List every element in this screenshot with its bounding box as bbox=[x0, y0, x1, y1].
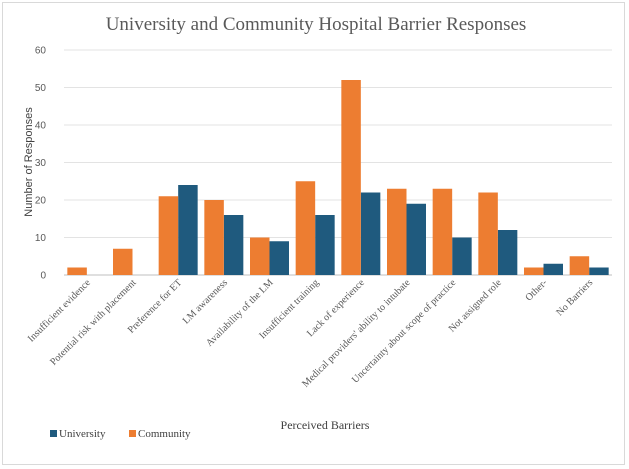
y-axis-ticks: 0 10 20 30 40 50 60 bbox=[35, 46, 47, 282]
legend-label: University bbox=[59, 428, 106, 440]
category-label: No Barriers bbox=[554, 277, 595, 318]
bar-university bbox=[406, 203, 426, 275]
bar-community bbox=[250, 237, 270, 275]
bar-community bbox=[113, 248, 133, 275]
bar-community bbox=[341, 80, 361, 275]
bar-university bbox=[497, 230, 518, 275]
y-tick-label: 0 bbox=[40, 271, 46, 282]
category-label: Potential risk with placement bbox=[48, 277, 139, 368]
y-tick-label: 30 bbox=[35, 158, 47, 169]
bar-community bbox=[158, 196, 179, 275]
category-label: LM awareness bbox=[181, 277, 230, 326]
bar-university bbox=[223, 215, 244, 275]
bar-university bbox=[543, 263, 563, 275]
bar-community bbox=[295, 181, 316, 275]
y-tick-label: 50 bbox=[35, 83, 47, 94]
bar-university bbox=[178, 185, 198, 275]
bar-university bbox=[315, 215, 335, 275]
bar-community bbox=[387, 188, 407, 275]
chart-title: University and Community Hospital Barrie… bbox=[106, 14, 527, 35]
category-label: Other- bbox=[524, 277, 550, 303]
y-tick-label: 40 bbox=[35, 121, 47, 132]
x-axis-label: Perceived Barriers bbox=[281, 418, 370, 432]
bar-university bbox=[452, 237, 472, 275]
legend-label: Community bbox=[138, 428, 191, 440]
bar-university bbox=[360, 192, 381, 275]
bar-community bbox=[204, 200, 224, 275]
bar-community bbox=[478, 192, 498, 275]
bars bbox=[67, 80, 609, 275]
y-axis-label: Number of Responses bbox=[23, 107, 35, 217]
bar-community bbox=[569, 256, 590, 275]
legend-swatch bbox=[129, 430, 136, 437]
bar-university bbox=[589, 267, 609, 275]
y-tick-label: 20 bbox=[35, 196, 47, 207]
y-tick-label: 10 bbox=[35, 233, 47, 244]
bar-community bbox=[67, 267, 87, 275]
bar-community bbox=[524, 267, 544, 275]
y-tick-label: 60 bbox=[35, 46, 47, 57]
legend-swatch bbox=[50, 430, 57, 437]
bar-university bbox=[269, 241, 289, 275]
gridlines bbox=[64, 49, 612, 238]
bar-community bbox=[432, 188, 453, 275]
legend: University Community bbox=[50, 428, 191, 440]
